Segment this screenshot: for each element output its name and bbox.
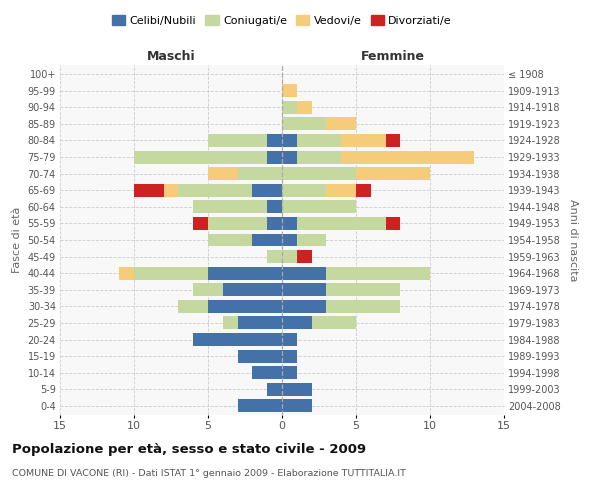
Bar (386, 217, 400, 230)
Bar (267, 250, 282, 263)
Bar (297, 150, 341, 164)
Bar (193, 217, 208, 230)
Bar (282, 184, 326, 196)
Bar (282, 118, 326, 130)
Bar (282, 84, 297, 97)
Bar (208, 167, 238, 180)
Bar (341, 134, 386, 147)
Bar (326, 284, 400, 296)
Bar (193, 284, 223, 296)
Bar (208, 234, 253, 246)
Bar (238, 316, 282, 330)
Bar (297, 101, 311, 114)
Bar (282, 266, 326, 280)
Bar (267, 383, 282, 396)
Bar (386, 134, 400, 147)
Bar (267, 217, 282, 230)
Bar (208, 217, 267, 230)
Bar (178, 300, 208, 313)
Bar (267, 150, 282, 164)
Bar (282, 101, 297, 114)
Bar (326, 300, 400, 313)
Bar (326, 184, 356, 196)
Text: Maschi: Maschi (146, 50, 196, 64)
Bar (297, 134, 341, 147)
Bar (193, 200, 267, 213)
Bar (297, 250, 311, 263)
Bar (297, 234, 326, 246)
Bar (208, 266, 282, 280)
Y-axis label: Anni di nascita: Anni di nascita (568, 198, 578, 281)
Bar (282, 150, 297, 164)
Bar (282, 250, 297, 263)
Bar (282, 234, 297, 246)
Bar (282, 316, 311, 330)
Bar (253, 366, 282, 379)
Bar (134, 266, 208, 280)
Text: Femmine: Femmine (361, 50, 425, 64)
Bar (297, 217, 386, 230)
Bar (282, 350, 297, 362)
Bar (208, 300, 282, 313)
Bar (356, 167, 430, 180)
Bar (134, 150, 267, 164)
Bar (282, 383, 311, 396)
Bar (193, 333, 282, 346)
Bar (326, 266, 430, 280)
Bar (282, 200, 356, 213)
Bar (267, 200, 282, 213)
Bar (134, 184, 164, 196)
Bar (238, 167, 282, 180)
Bar (253, 234, 282, 246)
Bar (164, 184, 178, 196)
Bar (282, 167, 356, 180)
Bar (282, 134, 297, 147)
Bar (208, 134, 267, 147)
Y-axis label: Fasce di età: Fasce di età (12, 207, 22, 273)
Bar (356, 184, 371, 196)
Bar (253, 184, 282, 196)
Bar (223, 284, 282, 296)
Bar (282, 284, 326, 296)
Bar (282, 400, 311, 412)
Bar (178, 184, 253, 196)
Bar (223, 316, 238, 330)
Legend: Celibi/Nubili, Coniugati/e, Vedovi/e, Divorziati/e: Celibi/Nubili, Coniugati/e, Vedovi/e, Di… (107, 10, 457, 30)
Bar (238, 350, 282, 362)
Bar (282, 333, 297, 346)
Bar (282, 217, 297, 230)
Bar (119, 266, 134, 280)
Text: COMUNE DI VACONE (RI) - Dati ISTAT 1° gennaio 2009 - Elaborazione TUTTITALIA.IT: COMUNE DI VACONE (RI) - Dati ISTAT 1° ge… (12, 469, 406, 478)
Text: Popolazione per età, sesso e stato civile - 2009: Popolazione per età, sesso e stato civil… (12, 442, 366, 456)
Bar (341, 150, 475, 164)
Bar (282, 300, 326, 313)
Bar (311, 316, 356, 330)
Bar (282, 366, 297, 379)
Bar (326, 118, 356, 130)
Bar (238, 400, 282, 412)
Bar (267, 134, 282, 147)
